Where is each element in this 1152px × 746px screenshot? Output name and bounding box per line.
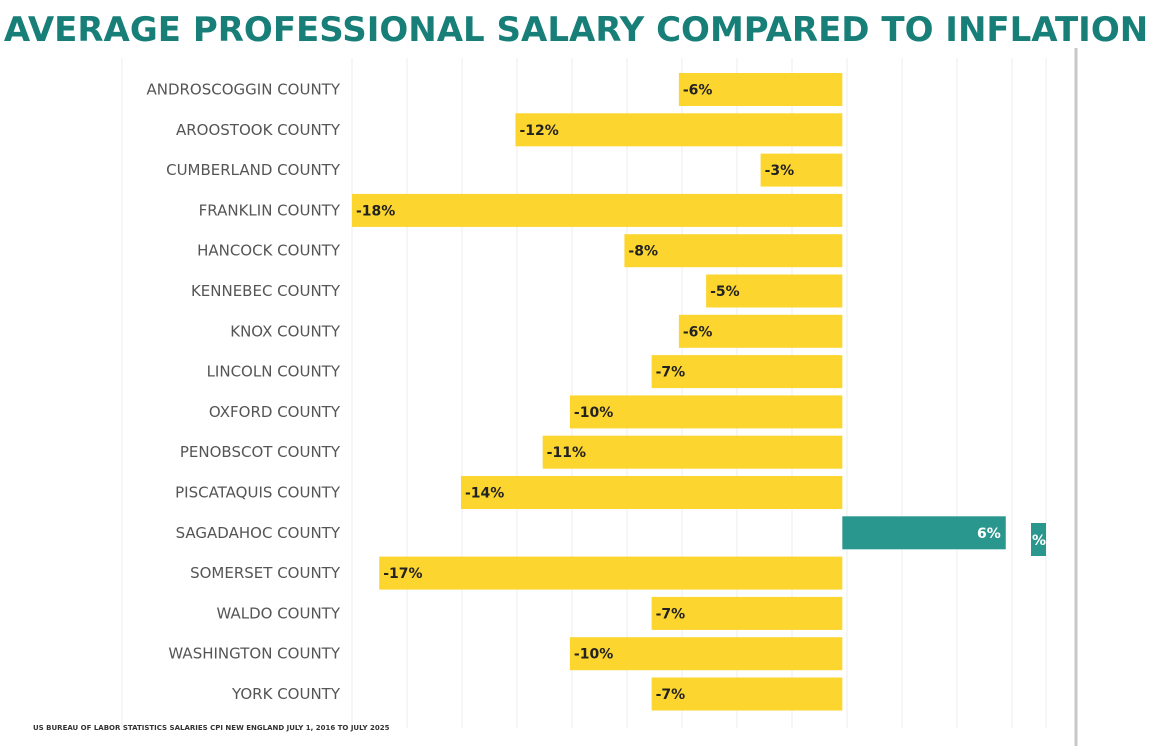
bar xyxy=(706,274,843,308)
category-label: AROOSTOOK COUNTY xyxy=(176,121,341,139)
bar xyxy=(651,355,843,389)
data-label: -3% xyxy=(765,163,795,179)
category-label: HANCOCK COUNTY xyxy=(197,242,341,260)
bar xyxy=(651,677,843,711)
source-note: US BUREAU OF LABOR STATISTICS SALARIES C… xyxy=(33,724,390,732)
bar xyxy=(624,234,843,268)
bars: -6% -12% -3% -18% -8% -5% -6% -7% -10% -11% -14% 6%… xyxy=(352,73,1006,711)
data-label: -7% xyxy=(656,606,686,622)
category-label: KNOX COUNTY xyxy=(230,322,341,340)
bar xyxy=(379,556,843,590)
category-label: PENOBSCOT COUNTY xyxy=(180,443,341,461)
data-label: -10% xyxy=(574,405,613,421)
category-label: OXFORD COUNTY xyxy=(209,403,341,421)
chart-title: AVERAGE PROFESSIONAL SALARY COMPARED TO … xyxy=(3,10,1149,50)
bar xyxy=(569,637,843,671)
data-label: -18% xyxy=(356,203,395,219)
category-label: PISCATAQUIS COUNTY xyxy=(175,484,341,502)
data-label: -8% xyxy=(628,244,658,260)
data-label: -7% xyxy=(656,365,686,381)
category-label: WALDO COUNTY xyxy=(216,604,340,622)
data-label: -17% xyxy=(383,566,422,582)
category-label: WASHINGTON COUNTY xyxy=(168,645,340,663)
data-label: -12% xyxy=(519,123,558,139)
category-label: ANDROSCOGGIN COUNTY xyxy=(146,81,340,99)
data-label: -7% xyxy=(656,687,686,703)
data-label: -14% xyxy=(465,486,504,502)
data-label: -10% xyxy=(574,647,613,663)
truncated-annotation-text: % xyxy=(1032,533,1046,549)
category-labels: ANDROSCOGGIN COUNTY AROOSTOOK COUNTY CUMBE… xyxy=(146,81,340,704)
bar xyxy=(542,435,843,469)
category-label: LINCOLN COUNTY xyxy=(207,363,341,381)
category-label: YORK COUNTY xyxy=(231,685,341,703)
category-label: KENNEBEC COUNTY xyxy=(191,282,341,300)
category-label: CUMBERLAND COUNTY xyxy=(166,161,341,179)
gridlines xyxy=(121,58,1047,728)
bar xyxy=(352,193,843,227)
data-label: 6% xyxy=(977,526,1001,542)
category-label: SOMERSET COUNTY xyxy=(190,564,341,582)
bar xyxy=(515,113,843,147)
data-label: -6% xyxy=(683,324,713,340)
bar xyxy=(460,476,843,509)
category-label: SAGADAHOC COUNTY xyxy=(176,524,341,542)
data-label: -5% xyxy=(710,284,740,300)
bar xyxy=(651,596,843,630)
bar xyxy=(760,153,843,187)
data-label: -6% xyxy=(683,83,713,99)
bar xyxy=(678,73,843,106)
bar xyxy=(678,314,843,348)
category-label: FRANKLIN COUNTY xyxy=(199,201,341,219)
bar xyxy=(842,516,1006,550)
truncated-annotation-box xyxy=(1031,523,1046,556)
data-label: -11% xyxy=(547,445,586,461)
bar xyxy=(569,395,843,429)
